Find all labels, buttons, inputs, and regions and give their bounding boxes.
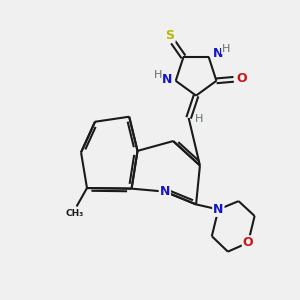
Text: N: N [162, 73, 172, 86]
Text: H: H [222, 44, 230, 54]
Text: N: N [213, 203, 224, 216]
Text: CH₃: CH₃ [65, 209, 83, 218]
Text: S: S [166, 29, 175, 42]
Text: N: N [160, 185, 170, 198]
Text: O: O [237, 72, 247, 85]
Text: H: H [195, 114, 203, 124]
Text: O: O [243, 236, 254, 249]
Text: N: N [212, 47, 223, 60]
Text: H: H [154, 70, 162, 80]
